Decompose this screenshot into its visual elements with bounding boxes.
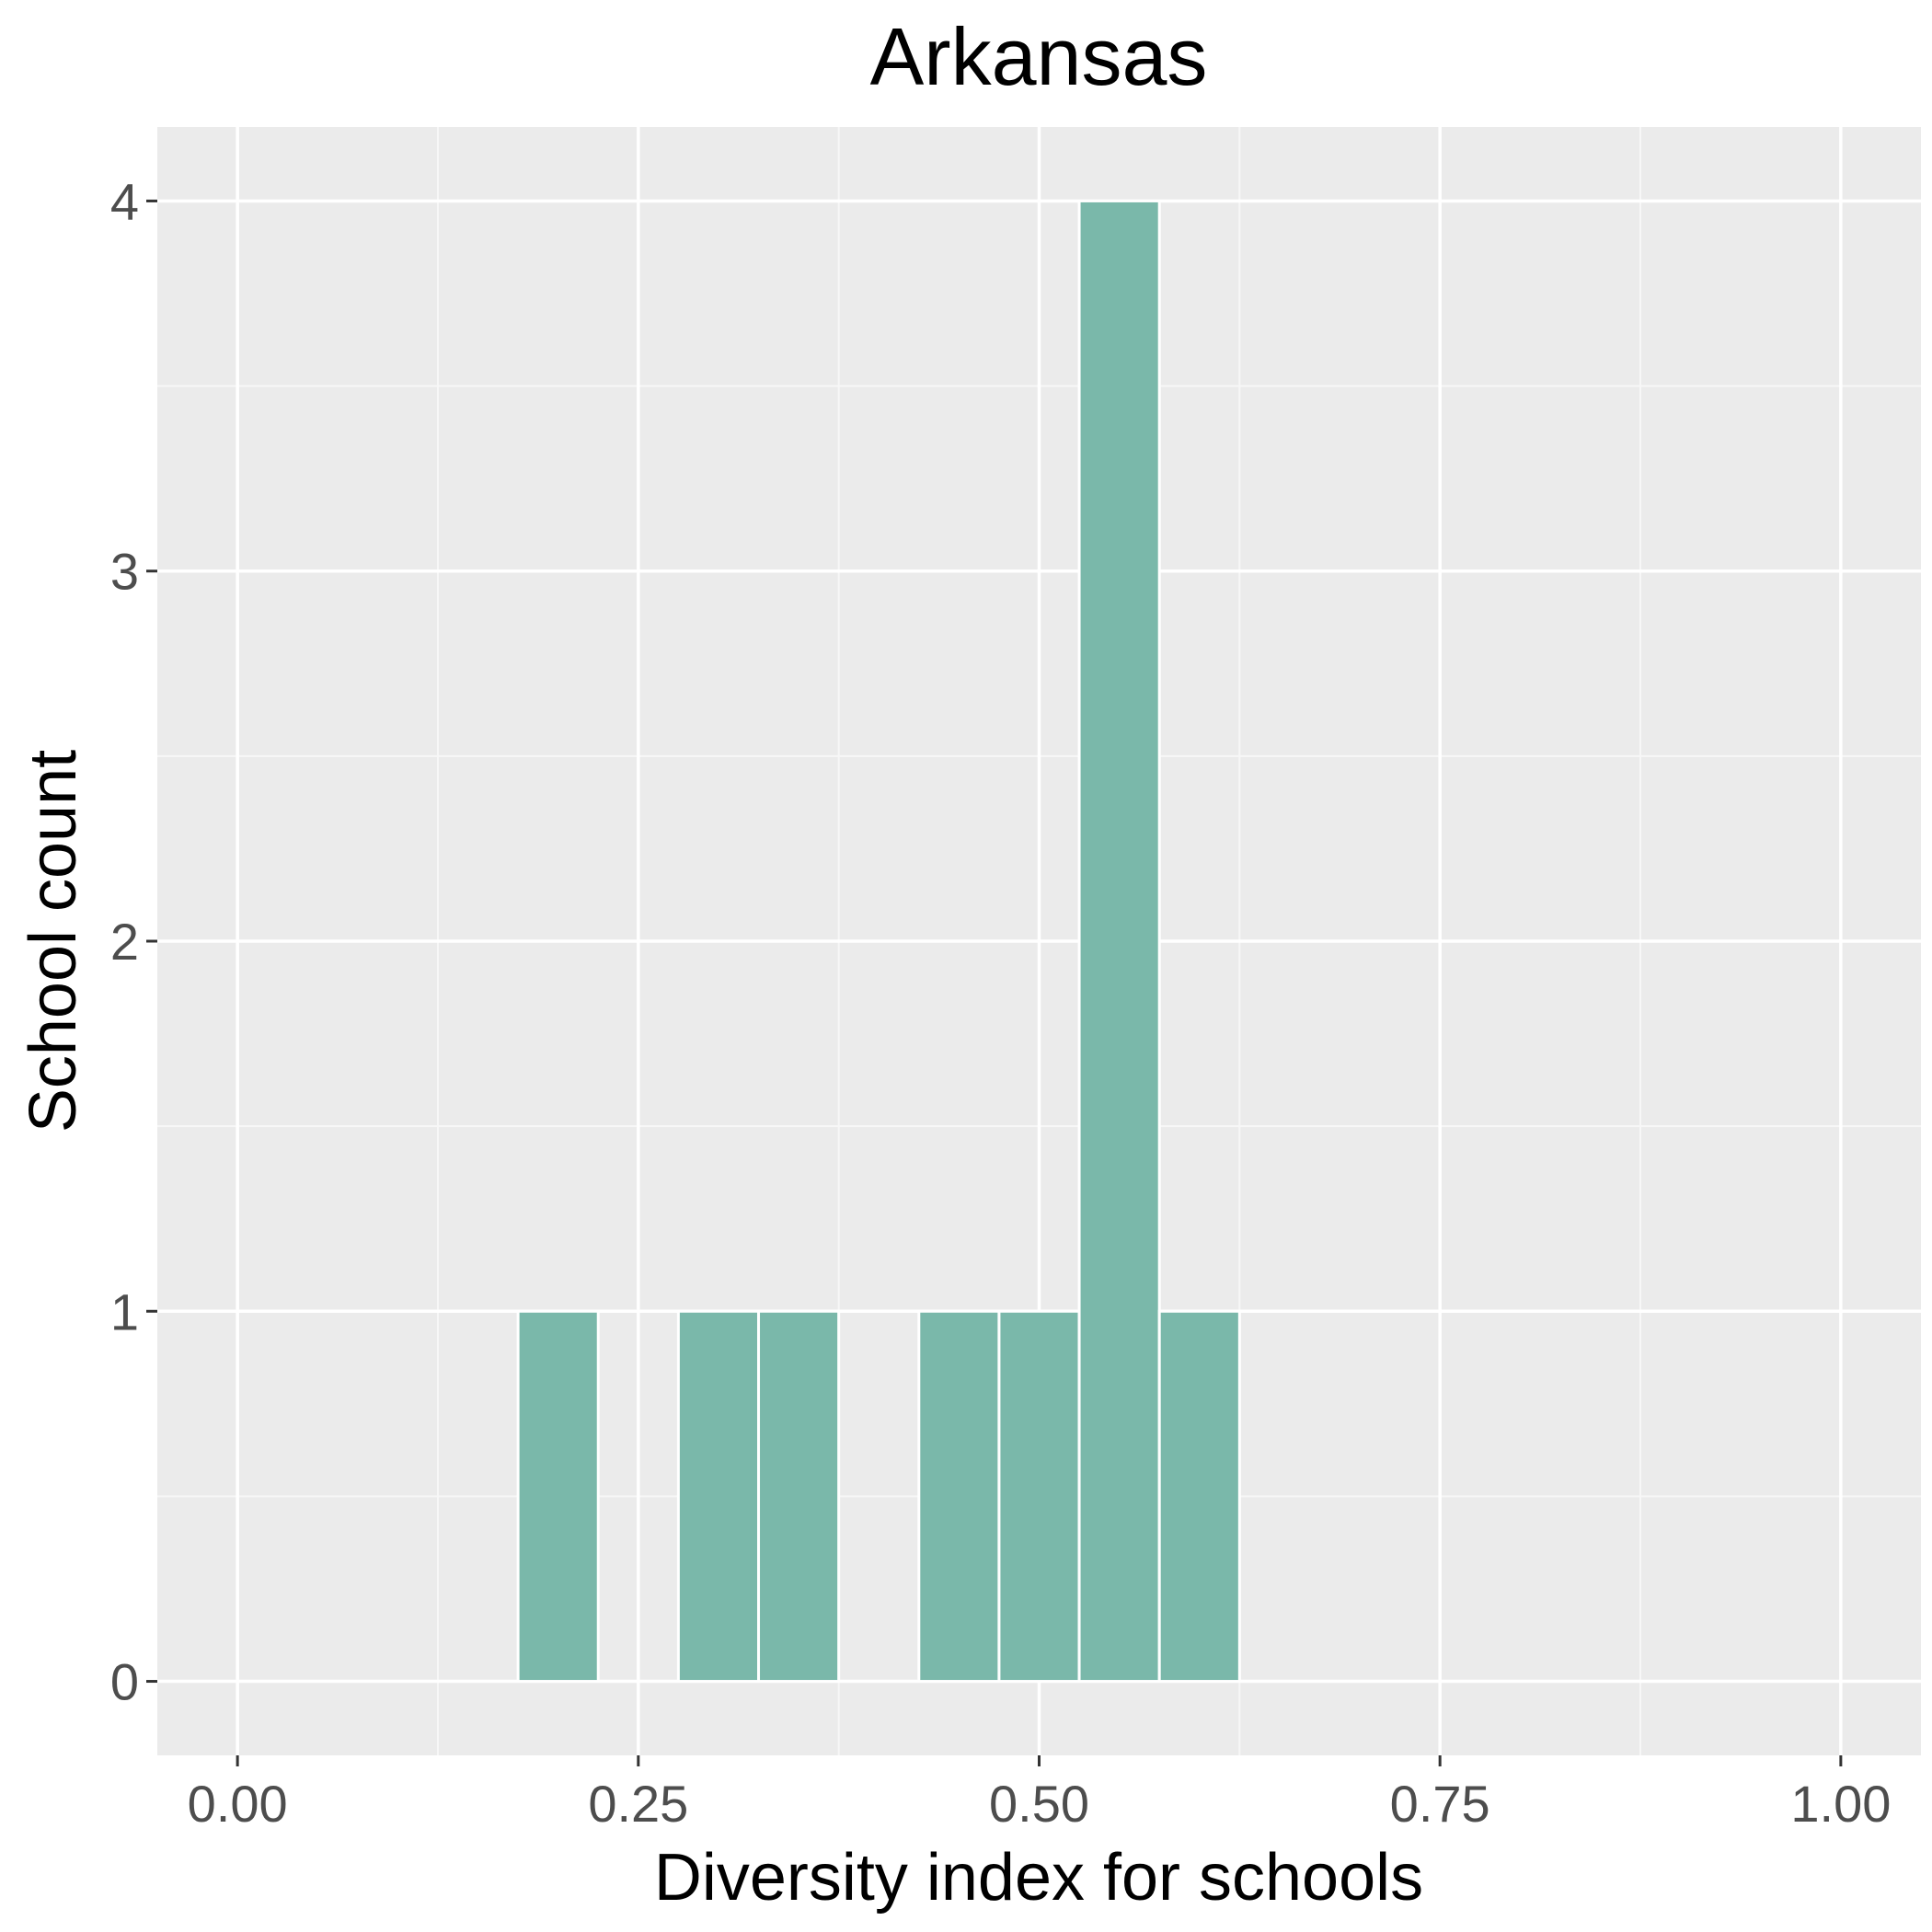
x-tick-label: 0.00 (188, 1775, 288, 1833)
histogram-bar (516, 1309, 600, 1684)
y-tick-label: 3 (110, 543, 139, 601)
x-tick-label: 0.75 (1390, 1775, 1490, 1833)
histogram-bar (1077, 199, 1161, 1684)
y-tick-label: 1 (110, 1282, 139, 1340)
x-tick-label: 0.50 (989, 1775, 1089, 1833)
x-axis: 0.00 0.25 0.50 0.75 1.00 (188, 1755, 1891, 1833)
x-tick-label: 1.00 (1790, 1775, 1891, 1833)
x-axis-title: Diversity index for schools (654, 1841, 1423, 1915)
histogram-bar (757, 1309, 841, 1684)
x-tick-label: 0.25 (588, 1775, 688, 1833)
histogram-bar (917, 1309, 1001, 1684)
y-axis-title: School count (17, 750, 90, 1133)
histogram-bars (516, 199, 1241, 1684)
y-axis: 0 1 2 3 4 (110, 172, 157, 1711)
histogram-bar (997, 1309, 1081, 1684)
y-tick-label: 2 (110, 913, 139, 971)
chart-title: Arkansas (870, 11, 1208, 102)
y-tick-label: 0 (110, 1653, 139, 1711)
histogram-bar (676, 1309, 761, 1684)
y-tick-label: 4 (110, 172, 139, 230)
histogram-bar (1157, 1309, 1241, 1684)
